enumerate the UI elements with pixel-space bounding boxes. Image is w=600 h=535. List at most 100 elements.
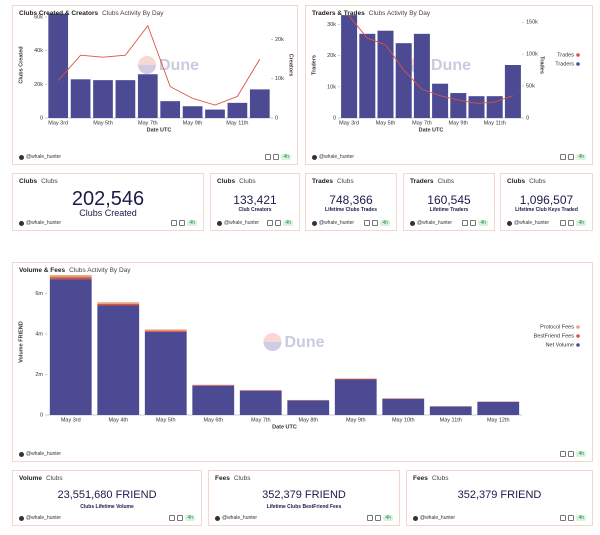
y2-tick-label: 150k <box>526 20 538 26</box>
author: @whale_hunter <box>26 154 62 160</box>
header: Clubs Clubs <box>217 178 256 185</box>
y-tick-label: 20k <box>34 82 43 88</box>
y2-tick-label: 20k <box>275 37 284 43</box>
author: @whale_hunter <box>319 220 355 226</box>
kpi-value: 23,551,680 FRIEND <box>57 489 157 501</box>
x-tick-label: May 3rd <box>61 417 81 423</box>
bar <box>377 30 394 118</box>
header: Trades Clubs <box>312 178 354 185</box>
watermark: Dune <box>285 334 325 351</box>
y-tick-label: 40k <box>34 48 43 54</box>
kpi-card: Clubs Clubs 202,546 Clubs Created @whale_hun… <box>12 173 204 231</box>
line <box>348 15 514 104</box>
x-tick-label: May 11th <box>226 120 248 126</box>
kpi-card: Volume Clubs 23,551,680 FRIEND Clubs Lifeti… <box>12 470 202 526</box>
y-tick-label: 0 <box>40 115 43 121</box>
age: 4h <box>281 154 291 160</box>
panel-subtitle: Clubs <box>46 475 63 482</box>
bar <box>468 96 485 118</box>
bar <box>49 279 92 415</box>
header: Volume & Fees Clubs Activity By Day <box>19 267 131 274</box>
chart-panel: Traders & Trades Clubs Activity By Day Dun… <box>305 5 593 165</box>
header: Traders Clubs <box>410 178 454 185</box>
footer: @whale_hunter 4h <box>410 219 488 227</box>
icon <box>364 220 371 226</box>
age: 4h <box>576 451 586 457</box>
icon <box>169 515 176 521</box>
legend-swatch <box>576 343 580 347</box>
bar <box>115 80 136 118</box>
icon <box>560 515 567 521</box>
author: @whale_hunter <box>420 515 456 521</box>
icon <box>275 220 282 226</box>
kpi-card: Clubs Clubs 133,421 Club Creators @whale_hun… <box>210 173 300 231</box>
panel-title: Traders & Trades <box>312 10 365 17</box>
legend-label: Traders <box>555 61 574 67</box>
bar <box>334 378 377 380</box>
footer: @whale_hunter 4h <box>413 514 586 522</box>
header: Fees Clubs <box>215 475 250 482</box>
y-axis-title: Volume FRIEND <box>18 321 24 362</box>
panel-title: Clubs <box>19 178 38 185</box>
icon <box>560 451 567 457</box>
footer: @whale_hunter 4h <box>19 450 586 458</box>
legend-label: Protocol Fees <box>540 324 574 330</box>
icon <box>372 220 379 226</box>
age: 4h <box>187 220 197 226</box>
avatar <box>410 220 415 226</box>
watermark: Dune <box>159 57 199 74</box>
header: Traders & Trades Clubs Activity By Day <box>312 10 430 17</box>
bar <box>182 106 203 118</box>
x-axis-title: Date UTC <box>419 127 444 133</box>
x-tick-label: May 5th <box>156 417 176 423</box>
icon <box>568 451 575 457</box>
icon <box>568 154 575 160</box>
bar <box>504 65 521 118</box>
legend-swatch <box>576 325 580 329</box>
y-tick-label: 30k <box>327 22 336 28</box>
bar <box>93 80 113 118</box>
x-tick-label: May 7th <box>412 120 432 126</box>
y-tick-label: 4m <box>35 331 43 337</box>
panel-title: Traders <box>410 178 434 185</box>
author: @whale_hunter <box>26 515 62 521</box>
bar <box>48 13 69 118</box>
panel-title: Fees <box>215 475 230 482</box>
kpi-label: Lifetime Traders <box>429 207 469 213</box>
panel-title: Volume & Fees <box>19 267 66 274</box>
y2-axis-title: Trades <box>539 56 545 74</box>
bar <box>205 109 225 118</box>
kpi-label: Lifetime Clubs BestFriend Fees <box>266 504 342 510</box>
bar <box>429 406 472 415</box>
kpi-label: Clubs Lifetime Volume <box>80 504 134 510</box>
author: @whale_hunter <box>224 220 260 226</box>
avatar <box>413 515 418 521</box>
header: Clubs Clubs <box>19 178 58 185</box>
kpi-value: 133,421 <box>233 193 277 207</box>
legend-swatch <box>576 62 580 66</box>
bar <box>450 93 467 118</box>
legend-label: Net Volume <box>546 342 574 348</box>
kpi-value: 352,379 FRIEND <box>262 489 346 501</box>
avatar <box>19 515 24 521</box>
bar <box>97 302 140 304</box>
kpi-label: Clubs Created <box>79 208 137 218</box>
avatar <box>215 515 220 521</box>
icon <box>462 220 469 226</box>
bar <box>70 79 91 118</box>
x-tick-label: May 3rd <box>48 120 68 126</box>
x-tick-label: May 9th <box>183 120 203 126</box>
bar <box>486 96 503 118</box>
x-tick-label: May 4th <box>108 417 128 423</box>
footer: @whale_hunter 4h <box>217 219 293 227</box>
kpi-label: Lifetime Club Keys Traded <box>515 207 578 213</box>
chart: Dune 0 10k 20k 30k 0 50k 100k 150k May 3rd May 5th… <box>311 15 580 133</box>
bar <box>49 277 92 280</box>
bar <box>239 390 282 415</box>
author: @whale_hunter <box>26 451 62 457</box>
panel-title: Trades <box>312 178 333 185</box>
watermark-logo <box>138 65 156 74</box>
bar <box>477 401 520 415</box>
x-tick-label: May 8th <box>298 417 318 423</box>
